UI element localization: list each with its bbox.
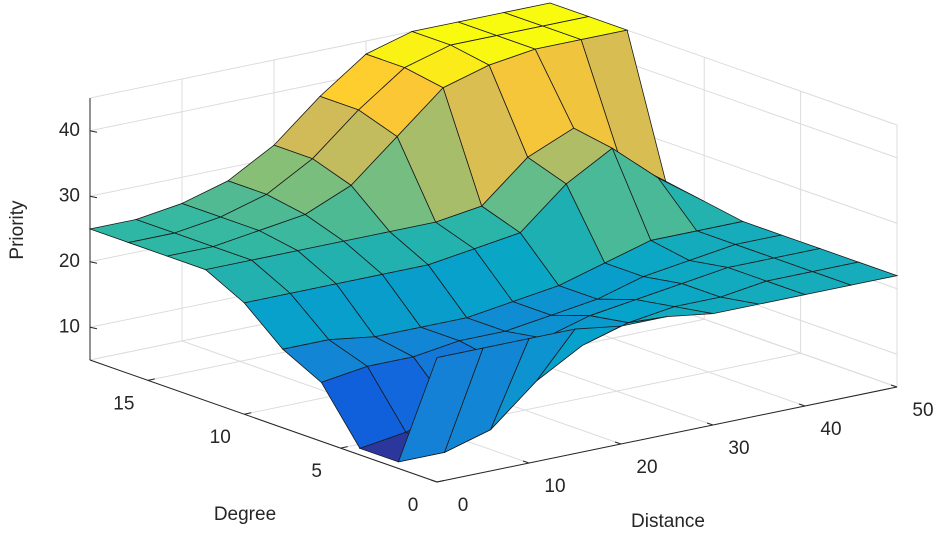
tick-mark: [430, 479, 438, 483]
tick-mark: [147, 378, 155, 381]
tick-mark: [706, 422, 714, 426]
y-tick-label: 5: [311, 461, 322, 482]
z-axis-label: Priority: [7, 200, 28, 260]
tick-mark: [89, 261, 98, 264]
x-tick-label: 30: [728, 438, 749, 459]
tick-mark: [89, 326, 98, 330]
tick-mark: [798, 403, 806, 407]
x-axis-label: Distance: [631, 511, 705, 532]
tick-mark: [340, 446, 348, 449]
y-tick-label: 10: [210, 427, 231, 448]
tick-mark: [522, 460, 530, 464]
x-tick-label: 40: [820, 419, 841, 440]
axis-line: [436, 386, 898, 483]
x-tick-label: 50: [912, 400, 933, 421]
tick-mark: [436, 480, 445, 483]
y-tick-label: 0: [408, 495, 419, 516]
x-tick-label: 20: [636, 457, 657, 478]
y-tick-label: 15: [113, 393, 134, 414]
y-axis-label: Degree: [214, 504, 276, 525]
x-tick-label: 0: [458, 495, 469, 516]
tick-mark: [89, 130, 98, 133]
z-tick-label: 10: [59, 316, 80, 337]
z-tick-label: 20: [59, 251, 80, 272]
tick-mark: [244, 412, 252, 415]
x-tick-label: 10: [544, 476, 565, 497]
tick-mark: [890, 384, 898, 388]
tick-mark: [614, 441, 622, 445]
z-tick-label: 40: [59, 120, 80, 141]
surface-patch: [397, 347, 484, 463]
z-tick-label: 30: [59, 185, 80, 206]
tick-mark: [89, 195, 98, 199]
